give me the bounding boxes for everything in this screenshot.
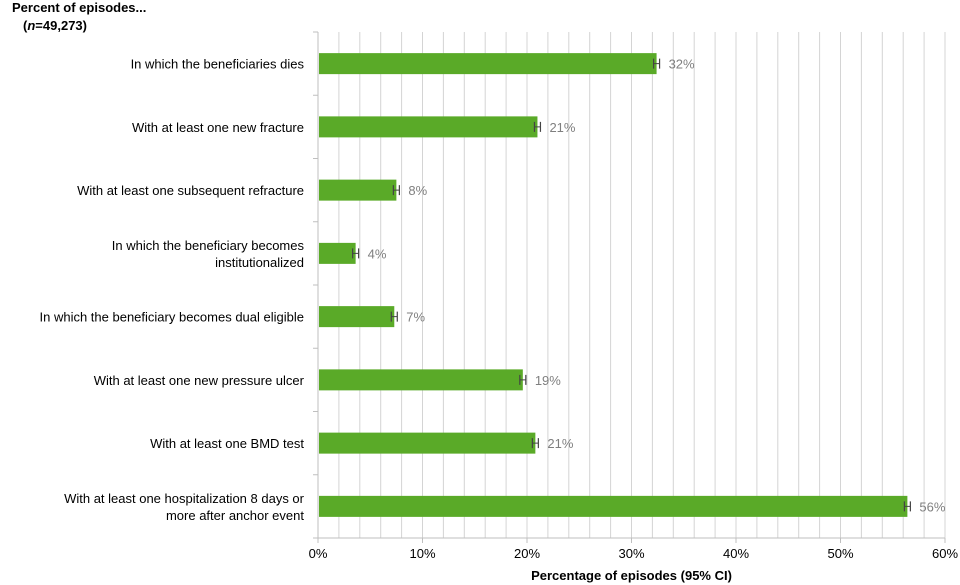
- value-label: 4%: [368, 246, 387, 261]
- category-label: With at least one new pressure ulcer: [94, 373, 305, 388]
- x-tick-label: 30%: [618, 546, 644, 561]
- category-label: With at least one subsequent refracture: [77, 183, 304, 198]
- x-tick-label: 10%: [409, 546, 435, 561]
- category-label: more after anchor event: [166, 508, 304, 523]
- value-label: 32%: [669, 57, 695, 72]
- x-tick-label: 0%: [309, 546, 328, 561]
- bar: [319, 432, 536, 454]
- x-tick-label: 40%: [723, 546, 749, 561]
- x-tick-label: 50%: [827, 546, 853, 561]
- value-label: 7%: [406, 310, 425, 325]
- bar: [319, 495, 908, 517]
- chart-title: Percent of episodes...: [12, 0, 147, 15]
- x-axis-label: Percentage of episodes (95% CI): [531, 568, 732, 583]
- category-label: In which the beneficiary becomes dual el…: [40, 310, 305, 325]
- category-label: With at least one BMD test: [150, 436, 304, 451]
- category-label: With at least one new fracture: [132, 120, 304, 135]
- value-label: 19%: [535, 373, 561, 388]
- bar: [319, 306, 395, 328]
- bar: [319, 369, 523, 391]
- bar: [319, 242, 356, 264]
- x-tick-label: 60%: [932, 546, 958, 561]
- value-label: 21%: [549, 120, 575, 135]
- value-label: 21%: [547, 436, 573, 451]
- bar: [319, 53, 657, 75]
- value-label: 56%: [919, 499, 945, 514]
- n-value: =49,273: [35, 18, 83, 33]
- bar: [319, 116, 538, 138]
- category-label: institutionalized: [215, 255, 304, 270]
- category-label: With at least one hospitalization 8 days…: [64, 491, 305, 506]
- value-label: 8%: [408, 183, 427, 198]
- x-tick-label: 20%: [514, 546, 540, 561]
- chart-subtitle: (n=49,273): [23, 18, 87, 33]
- n-label: n: [27, 18, 36, 33]
- bar: [319, 179, 397, 201]
- category-label: In which the beneficiary becomes: [112, 238, 305, 253]
- category-label: In which the beneficiaries dies: [131, 57, 305, 72]
